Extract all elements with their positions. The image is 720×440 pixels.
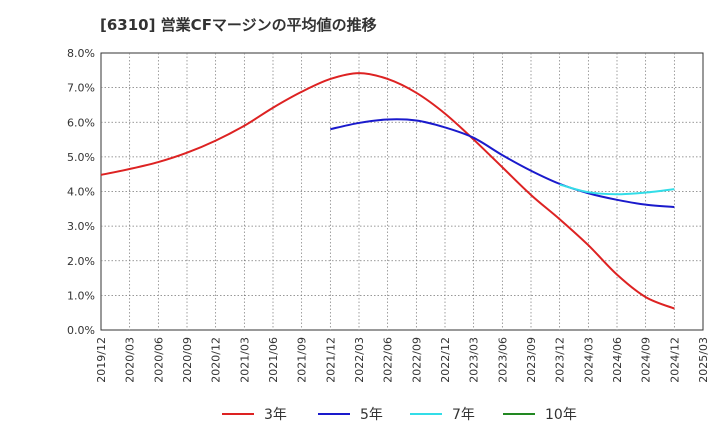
x-tick-label: 2020/12: [210, 337, 223, 383]
x-tick-label: 2021/09: [296, 337, 309, 383]
y-tick-label: 0.0%: [67, 324, 95, 337]
x-tick-label: 2020/03: [124, 337, 137, 383]
grid-layer: [100, 52, 704, 331]
x-tick-label: 2021/12: [324, 337, 337, 383]
x-tick-label: 2024/03: [582, 337, 595, 383]
y-tick-label: 5.0%: [67, 151, 95, 164]
x-tick-label: 2022/09: [410, 337, 423, 383]
y-tick-label: 7.0%: [67, 82, 95, 95]
y-tick-label: 4.0%: [67, 186, 95, 199]
series-line-3: [559, 183, 675, 196]
legend-label-2: 5年: [360, 407, 383, 423]
y-tick-label: 2.0%: [67, 255, 95, 268]
x-tick-label: 2024/12: [668, 337, 681, 383]
y-tick-label: 8.0%: [67, 47, 95, 60]
y-tick-label: 1.0%: [67, 289, 95, 302]
series-line-2: [330, 118, 675, 209]
x-tick-label: 2025/03: [697, 337, 710, 383]
legend-layer: 3年 5年 7年 10年: [222, 407, 577, 423]
y-tick-label: 6.0%: [67, 116, 95, 129]
x-tick-label: 2022/03: [353, 337, 366, 383]
x-tick-label: 2022/06: [382, 337, 395, 383]
legend-label-1: 3年: [264, 407, 287, 423]
axis-layer: 0.0% 1.0% 2.0% 3.0% 4.0% 5.0% 6.0% 7.0% 8.0% 2019…: [67, 47, 710, 383]
x-tick-label: 2023/09: [525, 337, 538, 383]
series-layer: [100, 72, 675, 310]
x-tick-label: 2020/09: [181, 337, 194, 383]
y-tick-label: 3.0%: [67, 220, 95, 233]
x-tick-label: 2023/06: [496, 337, 509, 383]
x-tick-label: 2022/12: [439, 337, 452, 383]
x-tick-label: 2023/03: [468, 337, 481, 383]
chart-title: [6310] 営業CFマージンの平均値の推移: [100, 16, 377, 34]
x-tick-label: 2021/03: [238, 337, 251, 383]
x-tick-label: 2024/09: [640, 337, 653, 383]
legend-label-4: 10年: [545, 407, 577, 423]
x-tick-label: 2019/12: [95, 337, 108, 383]
legend-label-3: 7年: [452, 407, 475, 423]
x-tick-label: 2021/06: [267, 337, 280, 383]
series-line-1: [100, 72, 675, 310]
x-tick-label: 2024/06: [611, 337, 624, 383]
x-tick-label: 2023/12: [554, 337, 567, 383]
x-tick-label: 2020/06: [152, 337, 165, 383]
